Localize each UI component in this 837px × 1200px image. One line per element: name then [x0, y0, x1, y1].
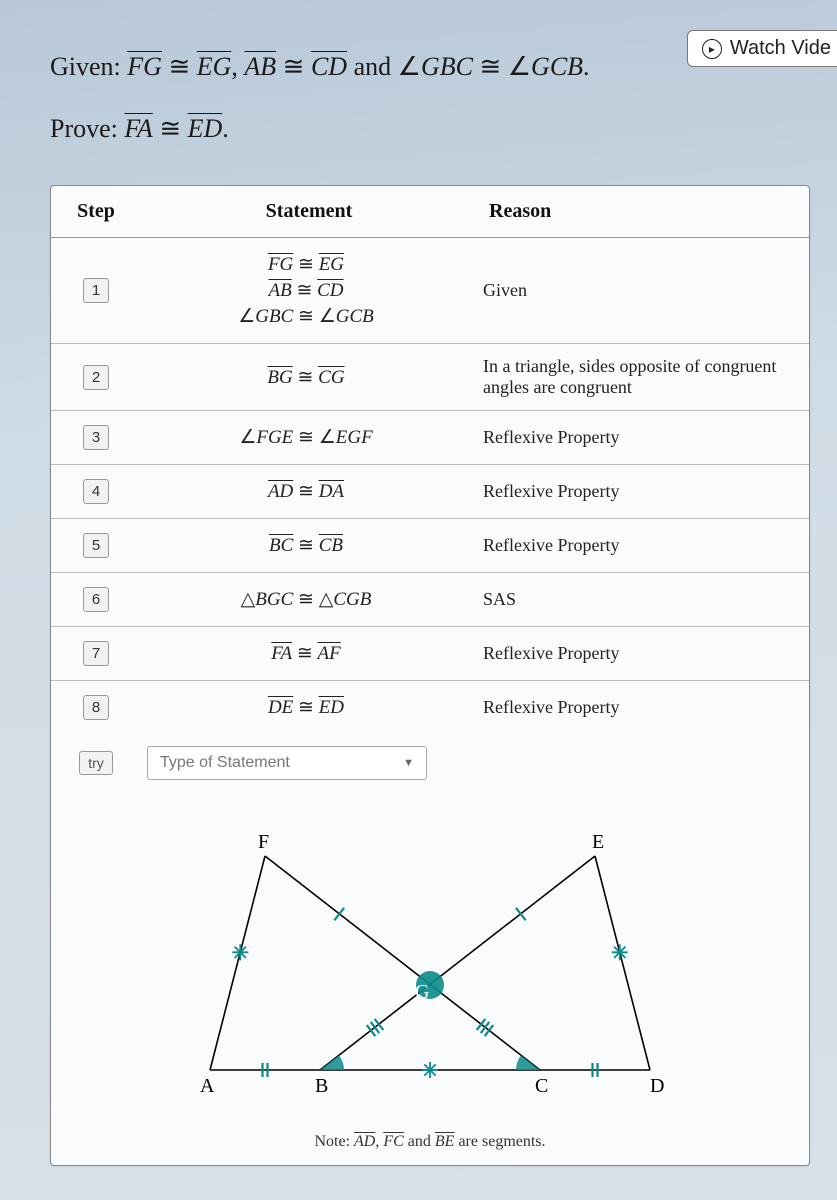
statement-cell: BG ≅ CG [141, 344, 471, 411]
type-of-statement-dropdown[interactable]: Type of Statement ▼ [147, 746, 427, 780]
svg-text:C: C [535, 1075, 548, 1097]
proof-table: Step Statement Reason 1 FG ≅ EGAB ≅ CD∠GB… [51, 186, 809, 792]
reason-cell: Reflexive Property [471, 411, 809, 465]
statement-cell: ∠FGE ≅ ∠EGF [141, 411, 471, 465]
step-badge[interactable]: 8 [83, 695, 109, 720]
seg: AD [354, 1133, 375, 1150]
watch-video-button[interactable]: ▸ Watch Vide [687, 30, 837, 67]
seg: CD [311, 52, 347, 81]
reason-cell: In a triangle, sides opposite of congrue… [471, 344, 809, 411]
svg-text:F: F [258, 831, 269, 853]
step-badge[interactable]: 6 [83, 587, 109, 612]
prove-line: Prove: FA ≅ ED. [50, 107, 809, 151]
reason-cell: Reflexive Property [471, 627, 809, 681]
proof-panel: Step Statement Reason 1 FG ≅ EGAB ≅ CD∠GB… [50, 185, 810, 1166]
header-step: Step [51, 186, 141, 238]
reason-cell: Given [471, 238, 809, 344]
table-row: 8 DE ≅ EDReflexive Property [51, 681, 809, 735]
statement-cell: AD ≅ DA [141, 465, 471, 519]
seg: FC [383, 1133, 403, 1150]
header-reason: Reason [471, 186, 809, 238]
step-badge[interactable]: 7 [83, 641, 109, 666]
statement-cell: △BGC ≅ △CGB [141, 573, 471, 627]
note-text: Note: AD, FC and BE are segments. [51, 1133, 809, 1165]
seg: EG [197, 52, 232, 81]
page-root: ▸ Watch Vide Given: FG ≅ EG, AB ≅ CD and… [0, 0, 837, 1200]
prove-prefix: Prove: [50, 114, 124, 143]
table-row: 7 FA ≅ AFReflexive Property [51, 627, 809, 681]
chevron-down-icon: ▼ [403, 757, 414, 769]
angle: GBC [421, 52, 473, 81]
note-suffix: are segments. [458, 1133, 545, 1150]
play-icon: ▸ [702, 39, 722, 59]
reason-cell: SAS [471, 573, 809, 627]
svg-text:B: B [315, 1075, 328, 1097]
step-badge[interactable]: 2 [83, 365, 109, 390]
table-row: 1 FG ≅ EGAB ≅ CD∠GBC ≅ ∠GCBGiven [51, 238, 809, 344]
reason-cell: Reflexive Property [471, 465, 809, 519]
table-row: 6 △BGC ≅ △CGBSAS [51, 573, 809, 627]
statement-cell: FA ≅ AF [141, 627, 471, 681]
step-badge[interactable]: 3 [83, 425, 109, 450]
try-row: try Type of Statement ▼ [51, 734, 809, 792]
seg: FA [124, 114, 152, 143]
note-prefix: Note: [314, 1133, 354, 1150]
step-badge[interactable]: 5 [83, 533, 109, 558]
table-row: 3 ∠FGE ≅ ∠EGFReflexive Property [51, 411, 809, 465]
step-badge[interactable]: 1 [83, 278, 109, 303]
join-text: and [354, 52, 398, 81]
try-badge[interactable]: try [79, 751, 113, 775]
geometry-diagram: A B C D F E G [170, 820, 690, 1110]
table-row: 4 AD ≅ DAReflexive Property [51, 465, 809, 519]
reason-cell: Reflexive Property [471, 681, 809, 735]
svg-text:G: G [415, 981, 429, 1003]
reason-cell: Reflexive Property [471, 519, 809, 573]
statement-cell: BC ≅ CB [141, 519, 471, 573]
svg-text:E: E [592, 831, 604, 853]
svg-text:A: A [200, 1075, 215, 1097]
seg: FG [127, 52, 162, 81]
statement-cell: DE ≅ ED [141, 681, 471, 735]
seg: ED [188, 114, 223, 143]
watch-video-label: Watch Vide [730, 37, 831, 60]
header-statement: Statement [141, 186, 471, 238]
seg: BE [435, 1133, 455, 1150]
step-badge[interactable]: 4 [83, 479, 109, 504]
angle: GCB [531, 52, 583, 81]
table-row: 2 BG ≅ CGIn a triangle, sides opposite of… [51, 344, 809, 411]
statement-cell: FG ≅ EGAB ≅ CD∠GBC ≅ ∠GCB [141, 238, 471, 344]
table-row: 5 BC ≅ CBReflexive Property [51, 519, 809, 573]
dropdown-placeholder: Type of Statement [160, 754, 290, 772]
seg: AB [244, 52, 276, 81]
given-prefix: Given: [50, 52, 127, 81]
svg-text:D: D [650, 1075, 664, 1097]
diagram-container: A B C D F E G [51, 792, 809, 1133]
